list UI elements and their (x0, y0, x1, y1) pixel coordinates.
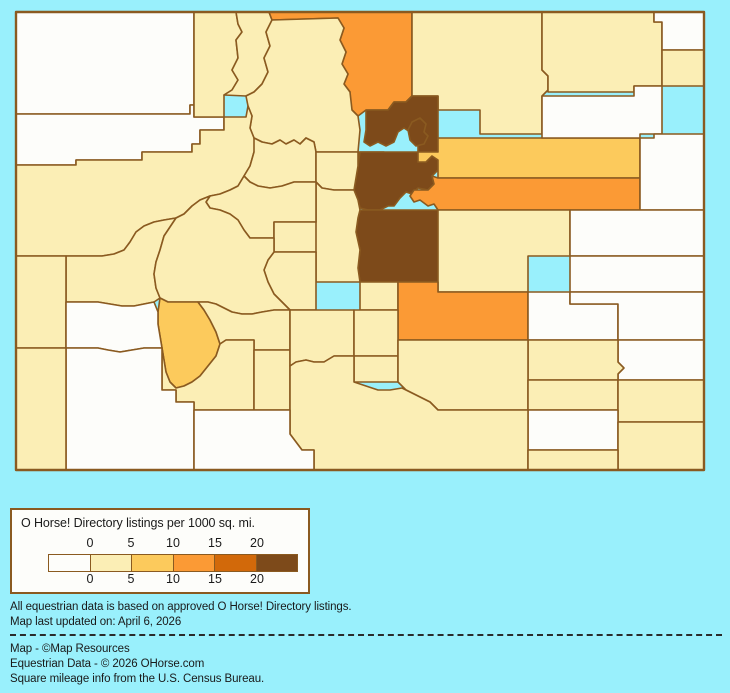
county-denver[interactable] (407, 117, 429, 147)
legend-swatch-bin3[interactable] (173, 555, 215, 571)
county-yuma[interactable] (569, 255, 705, 293)
county-kiowa[interactable] (527, 339, 625, 381)
county-montezuma[interactable] (65, 301, 163, 353)
legend-tick-top-20: 20 (250, 536, 264, 550)
county-lake[interactable] (273, 221, 317, 253)
county-crowley[interactable] (527, 379, 619, 411)
note-last-updated: Map last updated on: April 6, 2026 (10, 616, 182, 628)
county-prowers[interactable] (617, 379, 705, 423)
legend-tick-top-10: 10 (166, 536, 180, 550)
county-washington[interactable] (639, 133, 705, 211)
legend-tick-bottom-0: 0 (86, 572, 94, 586)
state-outline (14, 10, 706, 472)
note-data-source: All equestrian data is based on approved… (10, 601, 352, 613)
legend-tick-top-15: 15 (208, 536, 222, 550)
county-summit[interactable] (315, 151, 359, 191)
county-hinsdale[interactable] (253, 349, 291, 411)
legend-ticks-top: 0 5 10 15 20 (48, 536, 298, 553)
county-custer[interactable] (353, 355, 399, 383)
legend-swatch-bin5[interactable] (256, 555, 297, 571)
legend-tick-top-0: 0 (86, 536, 94, 550)
legend-tick-bottom-15: 15 (208, 572, 222, 586)
legend-tick-bottom-5: 5 (127, 572, 135, 586)
county-eagle[interactable] (243, 137, 317, 189)
map-credits: Map - ©Map Resources Equestrian Data - ©… (10, 642, 720, 687)
legend-swatch-bin4[interactable] (215, 555, 257, 571)
legend-color-scale (48, 554, 298, 572)
county-mesa-lower[interactable] (15, 347, 67, 471)
county-washington-b[interactable] (569, 209, 705, 257)
legend-ticks-bottom: 0 5 10 15 20 (48, 572, 298, 589)
credit-map-resources: Map - ©Map Resources (10, 643, 130, 655)
county-morgan[interactable] (541, 85, 663, 139)
colorado-county-map[interactable] (14, 10, 712, 492)
credit-census-bureau: Square mileage info from the U.S. Census… (10, 673, 265, 685)
county-moffat[interactable] (15, 11, 195, 115)
county-otero[interactable] (617, 421, 705, 471)
county-cheyenne[interactable] (617, 339, 705, 381)
county-arapahoe[interactable] (409, 175, 641, 211)
legend-swatch-bin0[interactable] (49, 555, 91, 571)
county-sedgwick[interactable] (653, 11, 705, 51)
county-mesa[interactable] (15, 255, 67, 349)
map-legend: O Horse! Directory listings per 1000 sq.… (10, 508, 310, 594)
county-fremont[interactable] (353, 309, 399, 357)
legend-title: O Horse! Directory listings per 1000 sq.… (21, 516, 255, 530)
county-logan[interactable] (541, 11, 663, 93)
county-phillips[interactable] (661, 49, 705, 87)
county-adams[interactable] (417, 137, 641, 179)
county-teller[interactable] (359, 281, 399, 311)
notes-divider (10, 634, 722, 636)
map-notes: All equestrian data is based on approved… (10, 600, 720, 630)
county-bent[interactable] (527, 409, 619, 451)
legend-tick-bottom-20: 20 (250, 572, 264, 586)
county-douglas[interactable] (355, 209, 439, 283)
legend-tick-bottom-10: 10 (166, 572, 180, 586)
legend-swatch-bin2[interactable] (132, 555, 174, 571)
credit-equestrian-data: Equestrian Data - © 2026 OHorse.com (10, 658, 205, 670)
legend-swatch-bin1[interactable] (90, 555, 132, 571)
county-elbert[interactable] (437, 209, 571, 293)
legend-tick-top-5: 5 (127, 536, 135, 550)
